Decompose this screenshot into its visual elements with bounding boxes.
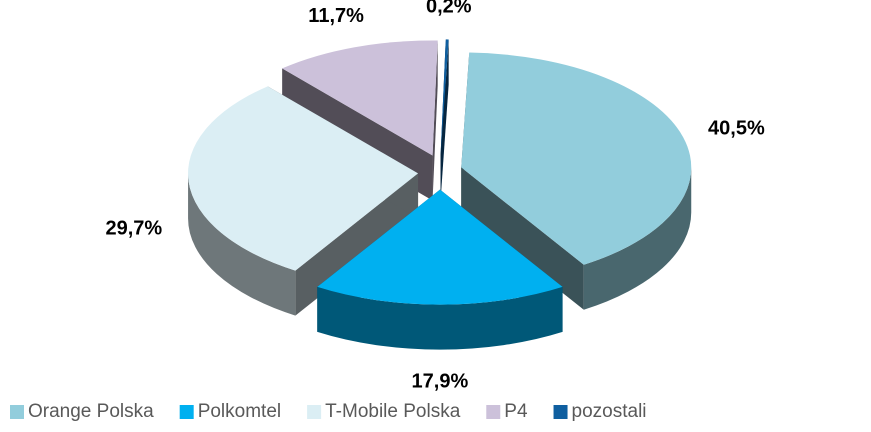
legend-label: Orange Polska xyxy=(28,401,154,422)
slice-top xyxy=(440,39,449,155)
slice-side xyxy=(440,39,449,200)
slice xyxy=(461,52,692,310)
legend-label: P4 xyxy=(504,401,528,422)
slice-side xyxy=(432,40,438,201)
legend-label: Polkomtel xyxy=(198,401,281,422)
legend-swatch xyxy=(486,405,501,419)
legend-swatch xyxy=(10,405,24,419)
data-label: 29,7% xyxy=(106,218,163,240)
slice-wall xyxy=(583,167,692,310)
slice xyxy=(317,189,563,350)
legend-label: pozostali xyxy=(572,401,647,422)
slice-wall xyxy=(188,173,296,316)
legend-swatch xyxy=(553,405,568,419)
slice-side xyxy=(461,167,584,310)
slice-top xyxy=(188,86,419,271)
legend-label: T-Mobile Polska xyxy=(325,401,461,422)
data-label: 11,7% xyxy=(308,5,364,27)
slice xyxy=(440,39,449,200)
slice-top xyxy=(461,52,692,265)
slice-top xyxy=(282,40,438,156)
legend-swatch xyxy=(179,405,194,419)
legend-swatch xyxy=(307,405,322,419)
data-label: 17,9% xyxy=(412,370,469,392)
slice-top xyxy=(317,189,563,305)
slice-wall xyxy=(317,286,563,350)
data-label: 40,5% xyxy=(708,117,765,139)
data-label: 0,2% xyxy=(426,0,472,17)
